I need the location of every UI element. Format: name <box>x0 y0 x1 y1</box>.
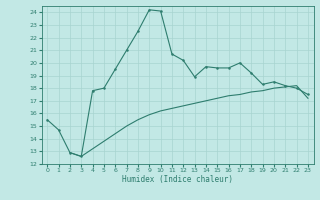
X-axis label: Humidex (Indice chaleur): Humidex (Indice chaleur) <box>122 175 233 184</box>
